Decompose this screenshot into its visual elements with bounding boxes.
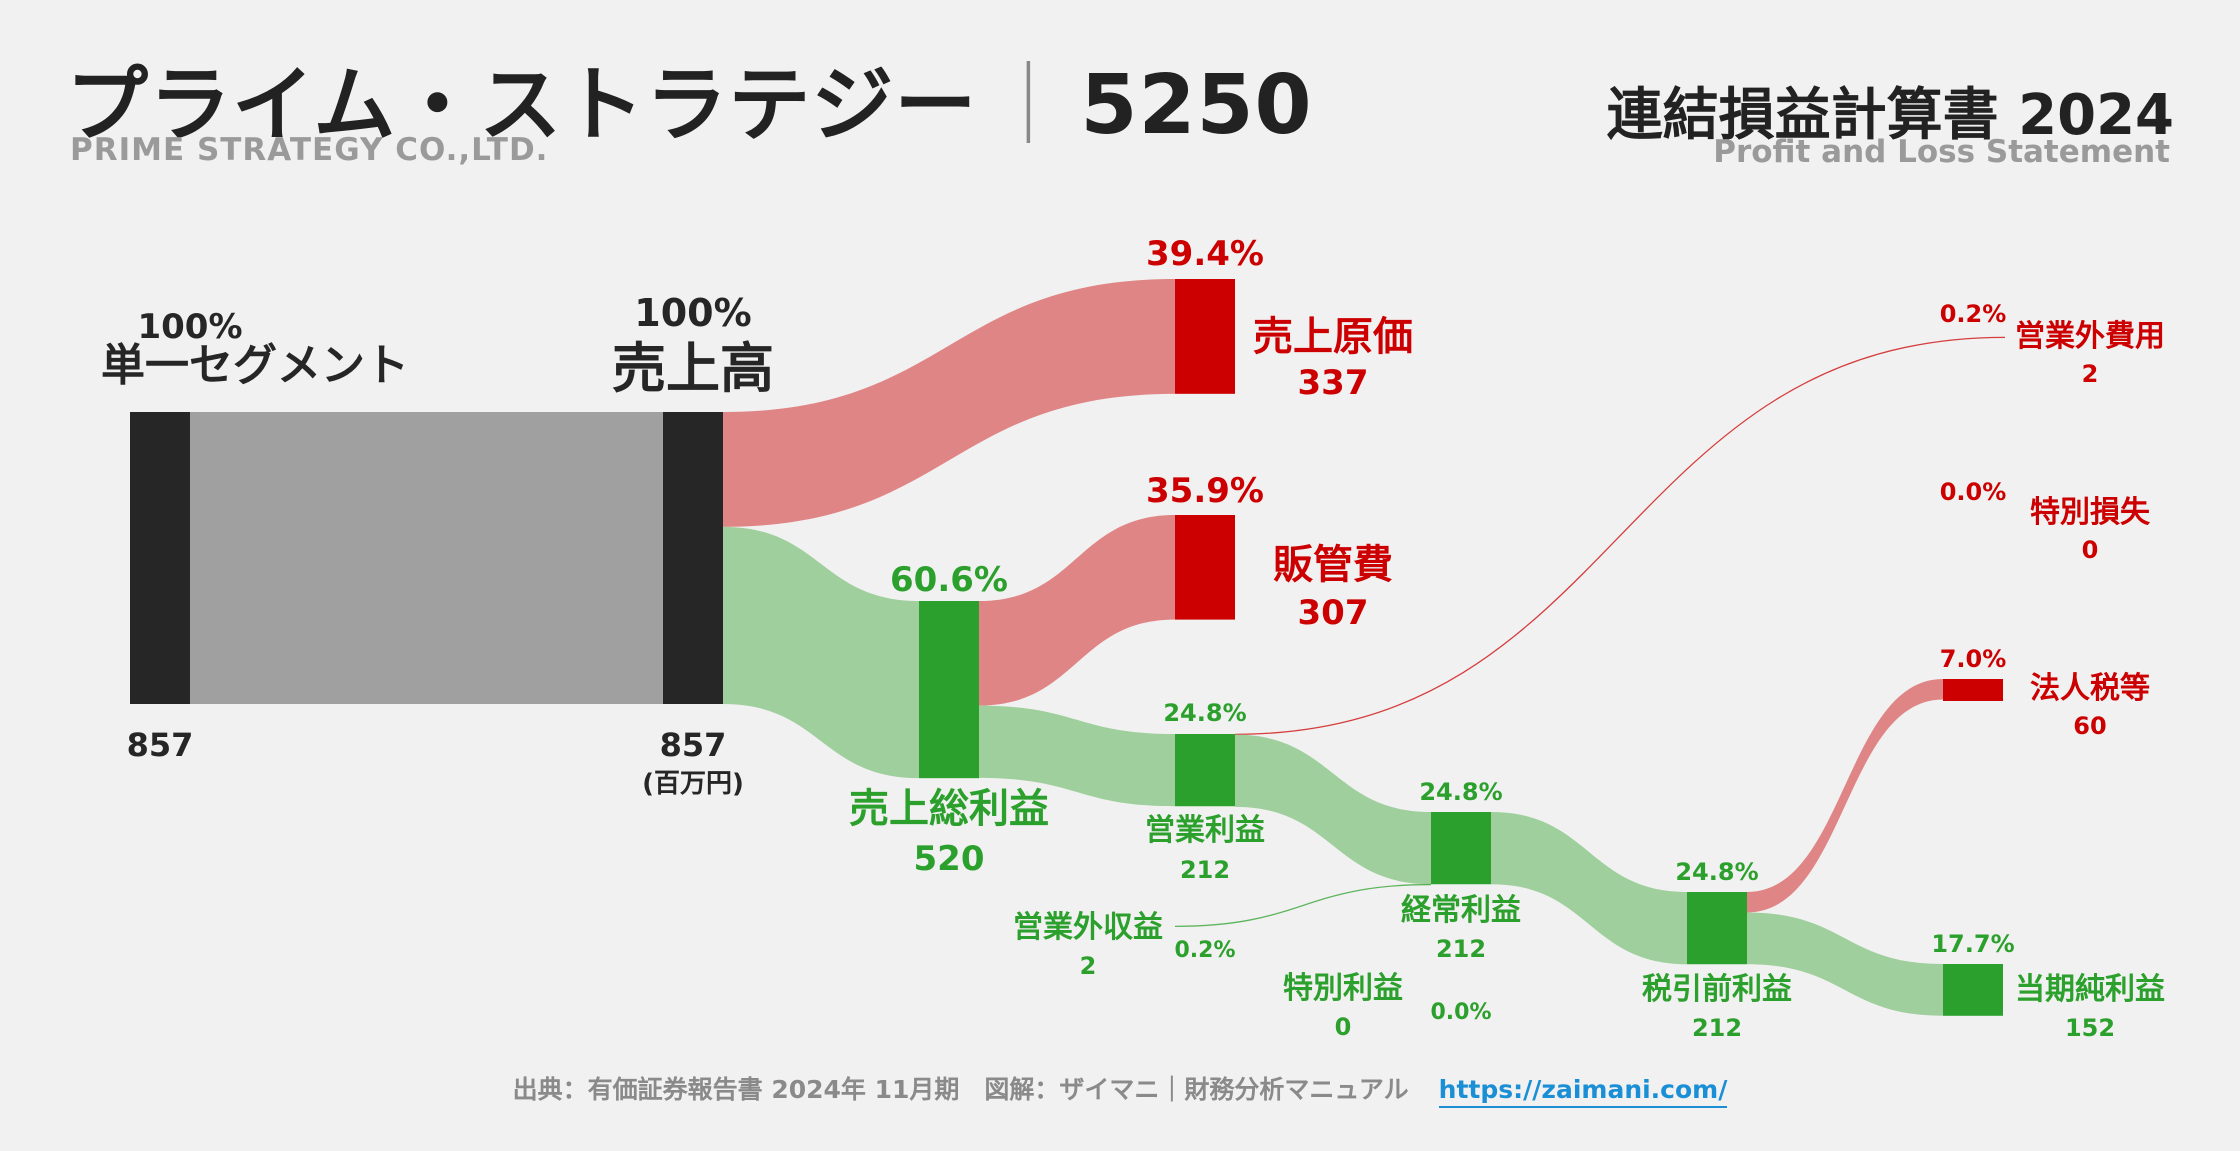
label-unit: (百万円) (642, 769, 744, 799)
sankey-link-ordinary-pretax (1491, 812, 1687, 965)
label-pct-sga: 35.9% (1146, 471, 1264, 511)
label-value-sp_gain: 0 (1335, 1013, 1352, 1041)
label-value-segment: 857 (127, 726, 194, 764)
sankey-node-gross (919, 601, 979, 779)
label-name-revenue: 売上高 (612, 337, 774, 400)
label-name-sp_gain: 特別利益 (1283, 971, 1403, 1006)
label-name-op: 営業利益 (1145, 813, 1265, 848)
label-value-gross: 520 (914, 839, 985, 879)
sankey-node-net (1943, 964, 2003, 1016)
sankey-link-nonop_inc-ordinary (1174, 883, 1432, 927)
label-pct-nonop_inc: 0.2% (1174, 938, 1235, 963)
company-name: プライム・ストラテジー (66, 58, 978, 153)
sankey-link-revenue-gross (723, 526, 919, 779)
company-name-en: PRIME STRATEGY CO.,LTD. (70, 132, 549, 168)
label-pct-nonop_exp: 0.2% (1940, 300, 2007, 328)
label-pct-pretax: 24.8% (1675, 858, 1758, 886)
label-value-net: 152 (2065, 1014, 2115, 1042)
label-value-tax: 60 (2073, 712, 2106, 740)
sankey-link-op-ordinary (1235, 734, 1431, 885)
sankey-node-cogs (1175, 279, 1235, 394)
label-name-nonop_exp: 営業外費用 (2015, 319, 2165, 354)
sankey-link-gross-op (979, 705, 1175, 807)
label-value-pretax: 212 (1692, 1014, 1742, 1042)
footer-source: 出典：有価証券報告書 2024年 11月期 図解：ザイマニ｜財務分析マニュアル (512, 1075, 1409, 1104)
label-pct-revenue: 100% (634, 291, 751, 335)
footer: 出典：有価証券報告書 2024年 11月期 図解：ザイマニ｜財務分析マニュアル h… (0, 1070, 2240, 1108)
label-value-cogs: 337 (1298, 363, 1369, 403)
sankey-link-pretax-net (1747, 912, 1943, 1016)
label-value-op: 212 (1180, 856, 1230, 884)
label-name-segment: 単一セグメント (101, 340, 409, 391)
label-name-nonop_inc: 営業外収益 (1013, 910, 1163, 945)
label-name-ordinary: 経常利益 (1401, 893, 1521, 928)
sankey-link-gross-sga (979, 515, 1175, 706)
sankey-node-tax (1943, 679, 2003, 701)
label-pct-sp_gain: 0.0% (1430, 1000, 1491, 1025)
label-pct-cogs: 39.4% (1146, 234, 1264, 274)
label-name-cogs: 売上原価 (1253, 314, 1413, 360)
label-pct-segment: 100% (137, 307, 242, 347)
label-name-sp_loss: 特別損失 (2030, 495, 2151, 530)
sankey-node-revenue (663, 412, 723, 704)
sankey-link-op-nonop_exp (1234, 336, 2006, 735)
label-pct-sp_loss: 0.0% (1940, 478, 2007, 506)
label-name-net: 当期純利益 (2015, 972, 2165, 1007)
label-name-pretax: 税引前利益 (1642, 972, 1792, 1007)
title-separator: ｜ (987, 58, 1071, 153)
sankey-link-revenue-cogs (723, 279, 1175, 527)
label-pct-ordinary: 24.8% (1419, 778, 1502, 806)
label-pct-net: 17.7% (1931, 930, 2014, 958)
label-value-sp_loss: 0 (2082, 536, 2099, 564)
label-pct-op: 24.8% (1163, 699, 1246, 727)
sankey-link-pretax-tax (1747, 679, 1943, 913)
sankey-node-pretax (1687, 892, 1747, 965)
label-value-ordinary: 212 (1436, 935, 1486, 963)
footer-link[interactable]: https://zaimani.com/ (1438, 1075, 1728, 1108)
label-value-nonop_exp: 2 (2082, 360, 2099, 388)
sankey-link-segment-revenue (190, 412, 663, 704)
sankey-node-sga (1175, 515, 1235, 620)
statement-title: 連結損益計算書 2024 (1606, 83, 2174, 148)
label-name-sga: 販管費 (1273, 542, 1393, 588)
label-name-gross: 売上総利益 (849, 786, 1049, 832)
ticker-code: 5250 (1080, 58, 1313, 153)
company-title: プライム・ストラテジー｜ 5250 (66, 38, 1313, 157)
label-pct-tax: 7.0% (1940, 645, 2007, 673)
sankey-node-op (1175, 734, 1235, 807)
sankey-node-segment (130, 412, 190, 704)
statement-title-en: Profit and Loss Statement (1713, 134, 2170, 170)
label-value-revenue: 857 (660, 726, 727, 764)
label-name-tax: 法人税等 (2030, 671, 2150, 706)
sankey-node-ordinary (1431, 812, 1491, 885)
label-value-nonop_inc: 2 (1080, 952, 1097, 980)
label-pct-gross: 60.6% (890, 560, 1008, 600)
label-value-sga: 307 (1298, 593, 1369, 633)
